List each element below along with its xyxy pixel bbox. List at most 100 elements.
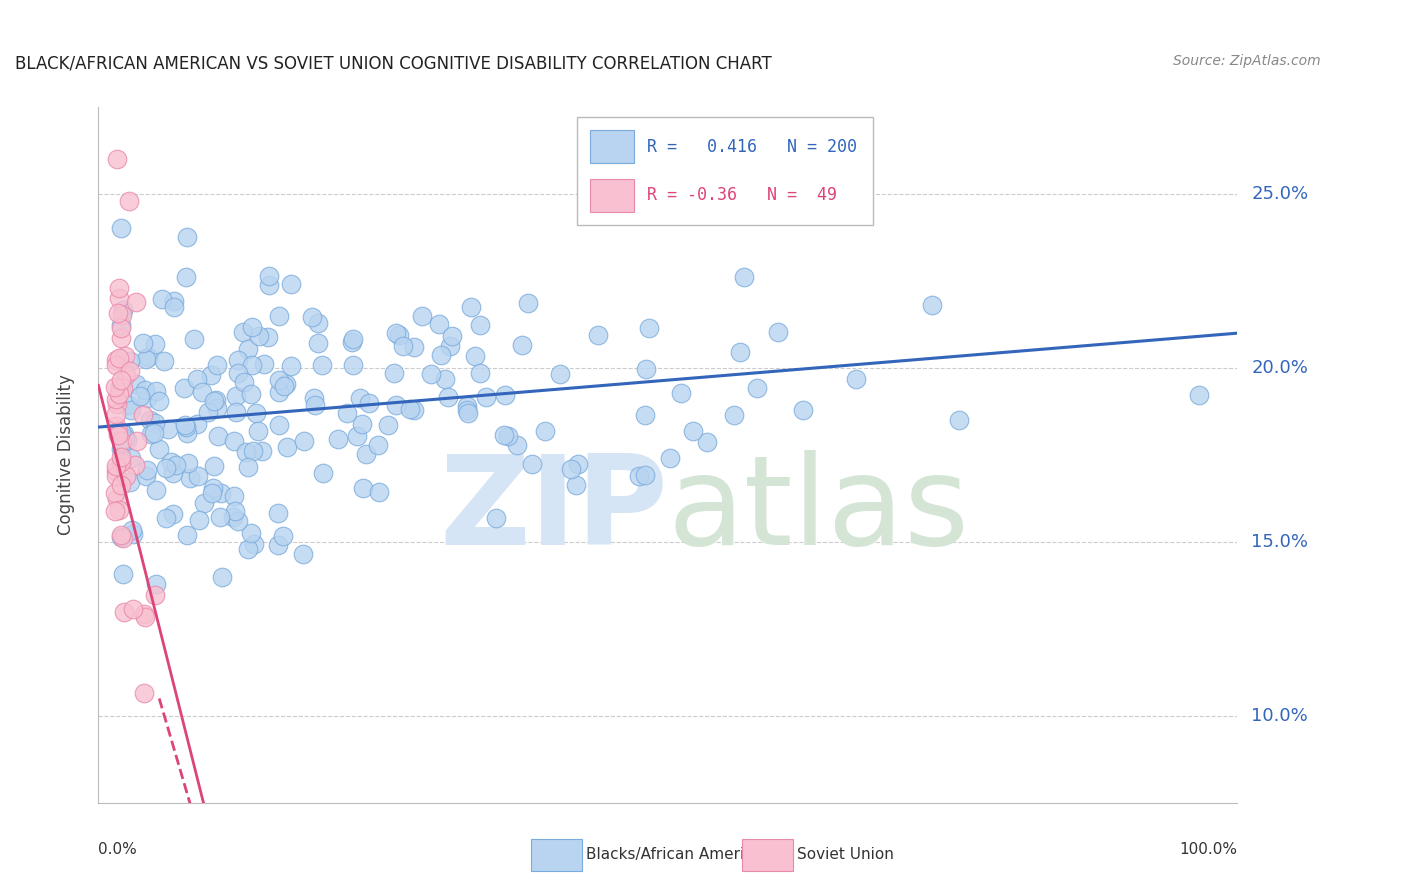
Point [121,527,143,541]
Text: BLACK/AFRICAN AMERICAN VS SOVIET UNION COGNITIVE DISABILITY CORRELATION CHART: BLACK/AFRICAN AMERICAN VS SOVIET UNION C… [15,54,772,72]
Point [257,329,280,343]
Point [257,277,280,292]
Point [135,391,157,405]
Point [190,385,212,400]
Point [134,610,156,624]
Point [207,401,229,416]
Point [131,408,153,422]
Point [173,381,195,395]
FancyBboxPatch shape [742,839,793,871]
Point [456,400,478,414]
FancyBboxPatch shape [531,839,582,871]
Point [201,486,224,500]
Point [510,338,533,352]
Point [110,378,132,392]
Point [139,427,162,442]
Point [110,530,132,544]
Point [494,428,516,442]
Point [200,368,222,382]
Point [120,475,142,490]
Point [132,686,155,700]
Point [112,426,135,441]
Point [745,381,768,395]
Point [236,343,259,357]
Point [246,424,269,438]
Point [728,345,751,359]
Point [188,513,211,527]
Point [468,318,491,332]
Point [179,470,201,484]
Point [132,336,155,351]
Point [433,372,456,386]
Point [420,367,443,381]
Point [307,316,329,330]
Point [105,491,128,506]
Point [232,375,254,389]
Point [110,330,132,344]
Text: 20.0%: 20.0% [1251,359,1308,377]
Text: 10.0%: 10.0% [1251,706,1308,725]
Text: R = -0.36   N =  49: R = -0.36 N = 49 [647,186,838,204]
Text: Blacks/African Americans: Blacks/African Americans [586,847,779,863]
Point [111,381,134,395]
Point [468,366,491,380]
Point [340,334,363,349]
Point [110,442,132,456]
Point [634,468,657,483]
Point [204,392,226,407]
Point [240,319,263,334]
Point [120,451,142,466]
Point [145,588,167,602]
Point [516,295,538,310]
Point [627,469,650,483]
Point [112,531,135,545]
Text: R =   0.416   N = 200: R = 0.416 N = 200 [647,137,858,156]
Point [118,194,141,208]
Point [124,295,146,310]
Point [311,358,333,372]
Point [225,405,247,419]
Point [160,455,183,469]
Point [107,386,129,401]
Point [111,567,134,582]
Point [382,366,405,380]
Point [276,441,298,455]
Text: 100.0%: 100.0% [1180,842,1237,856]
Point [202,459,225,474]
Point [586,327,609,342]
Point [129,389,152,403]
Point [437,391,460,405]
Point [108,281,131,295]
Point [669,386,692,401]
Point [733,269,755,284]
Point [162,300,184,314]
Point [110,373,132,387]
Point [253,357,276,371]
Point [104,358,127,372]
Point [176,270,198,285]
Point [121,523,143,537]
Point [485,510,508,524]
Point [115,433,138,447]
FancyBboxPatch shape [591,178,634,212]
Text: 25.0%: 25.0% [1251,185,1309,203]
Point [107,424,129,438]
Point [124,458,146,472]
Point [120,364,142,378]
Point [186,417,208,431]
Point [108,503,131,517]
Point [399,401,422,416]
Point [336,406,359,420]
Point [357,396,380,410]
Point [280,277,302,292]
Point [342,358,364,372]
Point [155,511,177,525]
Point [247,328,270,343]
Point [110,434,132,448]
Point [636,361,658,376]
Point [404,403,426,417]
Point [202,393,225,408]
Point [211,570,233,584]
Point [207,429,229,443]
Point [496,429,519,443]
